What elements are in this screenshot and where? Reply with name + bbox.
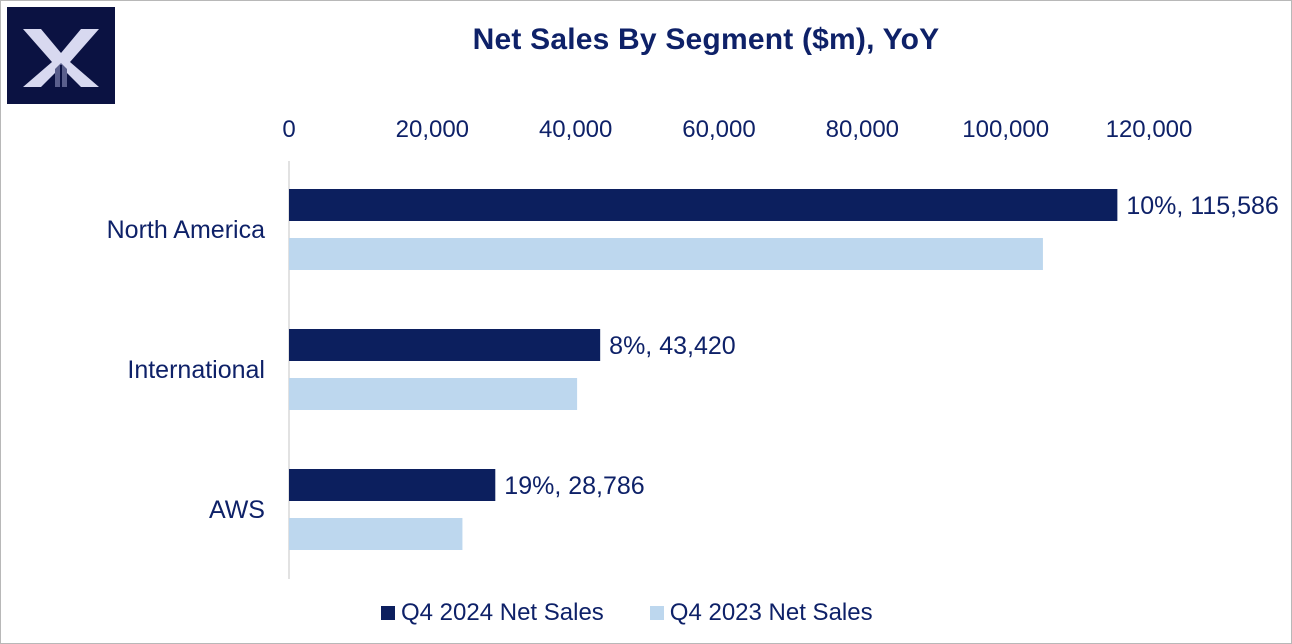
bar <box>289 469 496 501</box>
bar <box>289 329 601 361</box>
x-tick-label: 20,000 <box>396 116 469 143</box>
bar-chart: 0 20,000 40,000 60,000 80,000 100,000 120,000 N… <box>107 116 1279 579</box>
bar <box>289 189 1118 221</box>
x-tick-label: 0 <box>282 116 295 143</box>
bar <box>289 238 1043 270</box>
x-tick-label: 80,000 <box>826 116 899 143</box>
chart-title: Net Sales By Segment ($m), YoY <box>472 23 940 56</box>
brand-logo <box>7 7 115 104</box>
legend-swatch-q4-2023 <box>649 606 664 620</box>
x-tick-label: 40,000 <box>539 116 612 143</box>
x-logo-icon <box>23 29 99 87</box>
legend-label-q4-2023: Q4 2023 Net Sales <box>669 599 873 626</box>
legend-swatch-q4-2024 <box>381 606 395 620</box>
legend-item-q4-2023: Q4 2023 Net Sales <box>649 599 873 627</box>
category-label: International <box>127 356 265 384</box>
data-label: 8%, 43,420 <box>609 332 736 360</box>
category-label: North America <box>107 216 265 244</box>
data-label: 19%, 28,786 <box>504 472 644 500</box>
data-label: 10%, 115,586 <box>1126 192 1278 220</box>
x-tick-label: 100,000 <box>962 116 1049 143</box>
x-tick-label: 60,000 <box>682 116 755 143</box>
legend-label-q4-2024: Q4 2024 Net Sales <box>401 599 604 626</box>
bar <box>289 518 463 550</box>
chart-legend: Q4 2024 Net Sales Q4 2023 Net Sales <box>381 599 919 627</box>
category-label: AWS <box>209 496 265 524</box>
legend-item-q4-2024: Q4 2024 Net Sales <box>381 599 604 627</box>
bar <box>289 378 578 410</box>
x-tick-label: 120,000 <box>1106 116 1193 143</box>
